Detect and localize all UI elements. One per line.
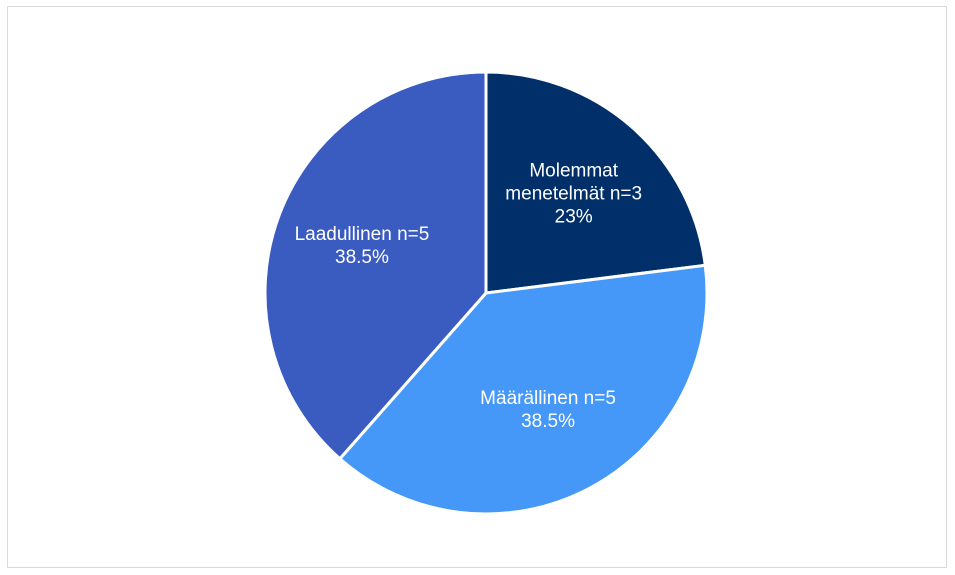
pie-slice (263, 70, 488, 461)
category-label: Määrällinen n=5 (480, 388, 616, 410)
pie-slice (484, 70, 707, 295)
category-label: Laadullinen n=5 (294, 224, 430, 246)
value-label: 23% (554, 206, 593, 228)
chart-frame (7, 6, 947, 568)
value-label: 38.5% (335, 247, 389, 269)
slice-label: Molemmat menetelmät n=3 23% (479, 159, 669, 228)
slice-label: Määrällinen n=5 38.5% (453, 387, 643, 433)
value-label: 38.5% (521, 411, 575, 433)
pie-slice (338, 263, 709, 516)
category-label: Molemmat menetelmät n=3 (505, 160, 643, 205)
slice-label: Laadullinen n=5 38.5% (267, 223, 457, 269)
